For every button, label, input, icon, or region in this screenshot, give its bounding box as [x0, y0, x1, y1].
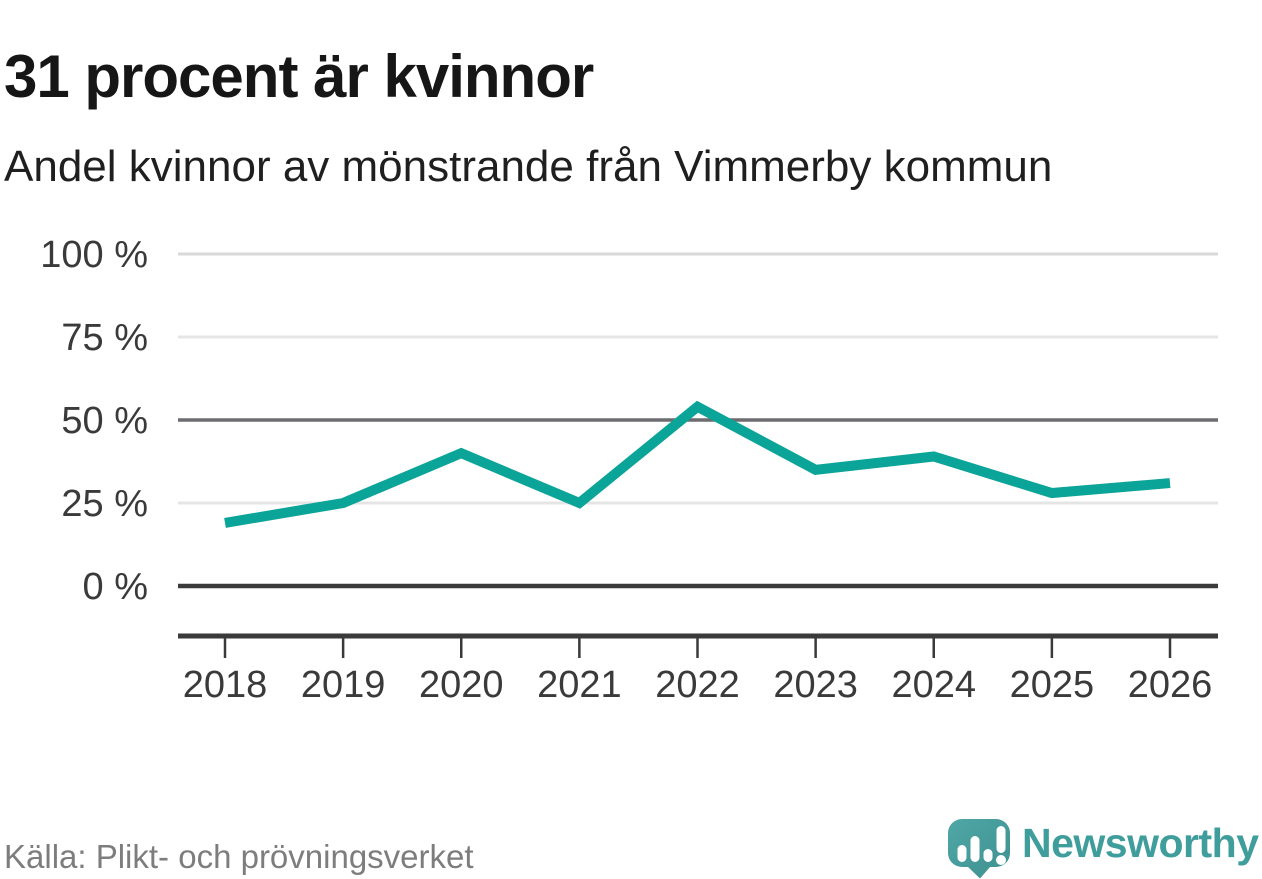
chart-title: 31 procent är kvinnor [4, 43, 594, 111]
x-tick-label: 2020 [419, 664, 504, 706]
x-tick-label: 2025 [1010, 664, 1095, 706]
x-tick-label: 2019 [301, 664, 386, 706]
brand-name: Newsworthy [1022, 820, 1259, 866]
x-tick-label: 2018 [183, 664, 268, 706]
x-tick-label: 2021 [537, 664, 622, 706]
data-line-series [224, 400, 1171, 528]
y-tick-label: 25 % [61, 483, 148, 525]
y-tick-label: 0 % [83, 566, 148, 608]
y-tick-label: 100 % [40, 234, 148, 276]
x-tick-label: 2024 [891, 664, 976, 706]
x-tick-label: 2023 [773, 664, 858, 706]
chart-subtitle: Andel kvinnor av mönstrande från Vimmerb… [4, 142, 1053, 191]
y-tick-label: 75 % [61, 317, 148, 359]
x-tick-label: 2026 [1128, 664, 1213, 706]
source-note: Källa: Plikt- och prövningsverket [4, 838, 474, 875]
logo-bars-icon [957, 826, 1006, 865]
newsworthy-logo: Newsworthy [948, 819, 1260, 879]
y-tick-label: 50 % [61, 400, 148, 442]
x-tick-label: 2022 [655, 664, 740, 706]
